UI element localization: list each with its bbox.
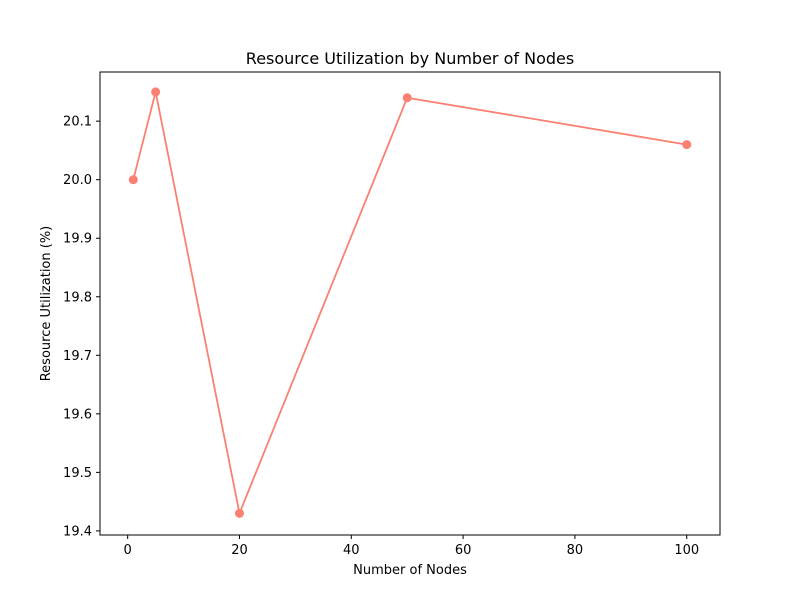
plot-frame xyxy=(99,71,721,536)
x-tick-label: 0 xyxy=(124,543,132,558)
x-axis-label: Number of Nodes xyxy=(353,563,467,578)
y-tick-label: 19.6 xyxy=(63,407,92,422)
x-tick-label: 80 xyxy=(567,543,584,558)
data-point xyxy=(128,175,138,185)
y-tick-label: 19.8 xyxy=(63,290,92,305)
x-tick-label: 60 xyxy=(455,543,472,558)
x-tick-label: 20 xyxy=(231,543,248,558)
data-point xyxy=(682,140,692,150)
series-line xyxy=(132,91,687,515)
chart-title: Resource Utilization by Number of Nodes xyxy=(246,49,574,68)
x-axis: 0 20 40 60 80 100 xyxy=(124,535,699,558)
x-tick-label: 100 xyxy=(674,543,699,558)
y-tick-label: 19.5 xyxy=(63,466,92,481)
data-point xyxy=(151,87,161,97)
y-axis-label: Resource Utilization (%) xyxy=(39,226,54,382)
y-axis: 19.4 19.5 19.6 19.7 19.8 19.9 20.0 20.1 xyxy=(63,115,100,539)
plot-area xyxy=(128,87,692,518)
y-tick-label: 20.1 xyxy=(63,115,92,130)
data-point xyxy=(234,508,244,518)
y-tick-label: 19.4 xyxy=(63,524,92,539)
data-point xyxy=(402,93,412,103)
y-tick-label: 19.7 xyxy=(63,349,92,364)
y-tick-label: 20.0 xyxy=(63,173,92,188)
x-tick-label: 40 xyxy=(343,543,360,558)
y-tick-label: 19.9 xyxy=(63,232,92,247)
